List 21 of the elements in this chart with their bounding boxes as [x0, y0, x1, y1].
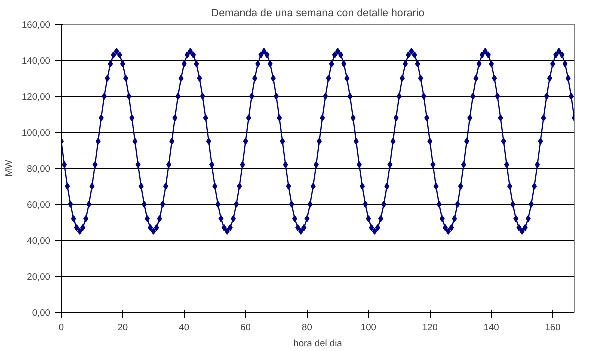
y-tick-label: 160,00 [22, 20, 50, 30]
x-tick-label: 160 [545, 322, 561, 332]
x-tick-label: 60 [240, 322, 252, 332]
chart-title: Demanda de una semana con detalle horario [211, 8, 425, 20]
y-tick-label: 20,00 [27, 272, 50, 282]
y-tick-label: 140,00 [22, 56, 50, 66]
x-tick-label: 20 [118, 322, 128, 332]
y-tick-label: 100,00 [22, 128, 50, 138]
x-tick-label: 120 [422, 322, 438, 332]
x-tick-label: 40 [179, 322, 190, 332]
y-tick-label: 80,00 [27, 164, 50, 174]
x-tick-label: 80 [302, 322, 312, 332]
y-tick-label: 40,00 [27, 236, 50, 246]
x-tick-label: 100 [360, 322, 376, 332]
y-tick-label: 60,00 [27, 200, 50, 210]
y-tick-label: 120,00 [22, 92, 50, 102]
x-axis-title: hora del dia [294, 338, 344, 348]
x-tick-label: 140 [484, 322, 500, 332]
y-axis-title: MW [4, 160, 14, 177]
x-tick-label: 0 [58, 322, 64, 332]
y-tick-label: 0,00 [32, 308, 50, 318]
